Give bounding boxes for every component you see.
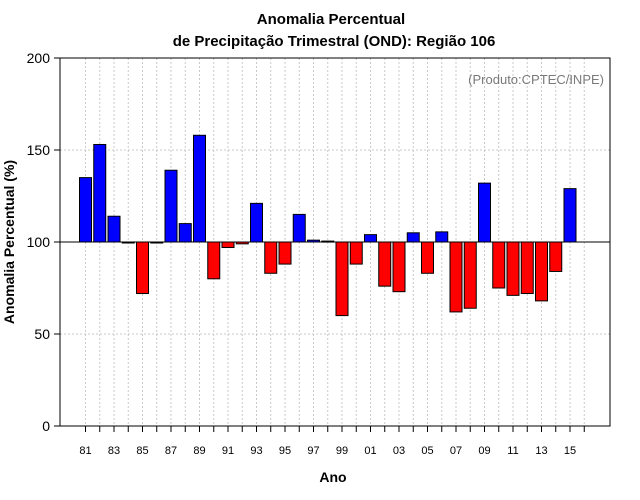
x-tick-label: 81 <box>79 445 91 457</box>
product-annotation: (Produto:CPTEC/INPE) <box>468 72 604 87</box>
bar-94 <box>264 241 278 274</box>
y-tick-label: 200 <box>27 50 51 66</box>
x-tick-label: 15 <box>564 445 576 457</box>
y-axis-label: Anomalia Percentual (%) <box>1 160 17 324</box>
bar-82 <box>93 143 107 243</box>
y-tick-label: 100 <box>27 234 51 250</box>
bar-83 <box>107 215 121 243</box>
x-tick-label: 01 <box>364 445 376 457</box>
x-tick-label: 99 <box>336 445 348 457</box>
y-tick-label: 50 <box>34 326 50 342</box>
chart-subtitle: de Precipitação Trimestral (OND): Região… <box>173 33 496 50</box>
x-tick-label: 91 <box>222 445 234 457</box>
x-tick-label: 89 <box>193 445 205 457</box>
bar-88 <box>178 223 192 243</box>
x-axis-label: Ano <box>319 469 346 485</box>
bar-87 <box>164 169 178 243</box>
bar-14 <box>549 241 563 272</box>
bar-12 <box>520 241 534 295</box>
bar-04 <box>406 232 420 243</box>
x-tick-label: 87 <box>165 445 177 457</box>
y-tick-label: 0 <box>42 418 50 434</box>
y-axis: 0 50 100 150 200 <box>27 50 60 434</box>
x-tick-label: 13 <box>535 445 547 457</box>
bar-03 <box>392 241 406 293</box>
bar-08 <box>463 241 477 309</box>
bar-99 <box>335 241 349 317</box>
bar-85 <box>136 241 149 295</box>
x-tick-label: 05 <box>421 445 433 457</box>
bar-01 <box>364 234 377 243</box>
bars <box>79 134 577 317</box>
bar-02 <box>378 241 392 287</box>
bar-13 <box>535 241 548 302</box>
x-tick-label: 97 <box>307 445 319 457</box>
bar-10 <box>492 241 506 289</box>
bar-89 <box>193 134 206 243</box>
x-tick-label: 11 <box>507 445 518 457</box>
x-tick-label: 83 <box>108 445 120 457</box>
bar-96 <box>292 213 306 243</box>
bar-11 <box>506 241 520 296</box>
bar-05 <box>421 241 434 274</box>
chart-title: Anomalia Percentual <box>257 11 405 28</box>
x-tick-label: 03 <box>393 445 405 457</box>
x-tick-label: 07 <box>450 445 462 457</box>
bar-90 <box>207 241 221 280</box>
bar-81 <box>79 177 92 243</box>
x-tick-label: 85 <box>136 445 148 457</box>
bar-09 <box>478 182 491 243</box>
y-tick-label: 150 <box>27 142 51 158</box>
x-tick-label: 09 <box>478 445 490 457</box>
x-axis: 81 83 85 87 89 91 93 95 97 99 01 03 05 07 09 11 13 15 <box>79 426 585 457</box>
bar-00 <box>349 241 363 265</box>
x-tick-label: 95 <box>279 445 291 457</box>
bar-95 <box>278 241 292 265</box>
bar-06 <box>435 231 449 243</box>
x-tick-label: 93 <box>250 445 262 457</box>
bar-93 <box>250 202 263 243</box>
bar-07 <box>449 241 463 313</box>
bar-91 <box>221 241 235 249</box>
bar-15 <box>563 188 577 243</box>
